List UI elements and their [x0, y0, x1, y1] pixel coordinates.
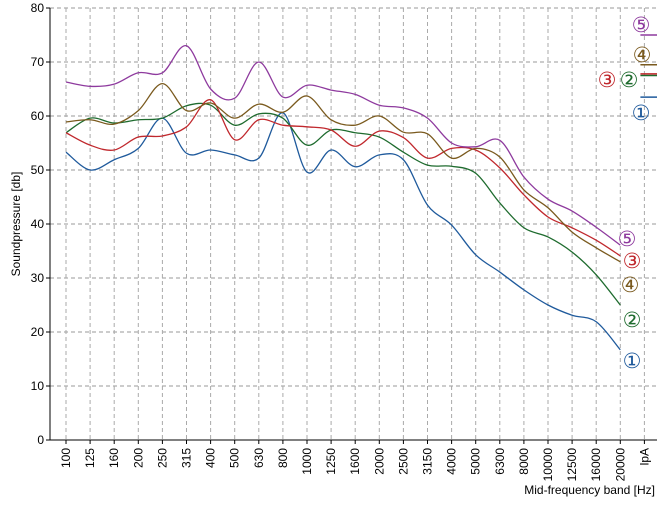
lpa-label: ① — [632, 101, 651, 125]
x-tick-label: 12500 — [565, 448, 579, 482]
x-tick-label: 200 — [131, 448, 145, 468]
legend-label: ④ — [621, 273, 640, 297]
x-tick-label: 8000 — [517, 448, 531, 475]
legend-label: ③ — [623, 249, 642, 273]
x-axis-label: Mid-frequency band [Hz] — [524, 483, 655, 497]
x-tick-label: 1250 — [324, 448, 338, 475]
y-tick-label: 40 — [31, 217, 45, 231]
x-tick-label: 10000 — [541, 448, 555, 482]
x-tick-label: lpA — [637, 448, 651, 465]
y-tick-label: 80 — [31, 1, 45, 15]
y-tick-label: 0 — [37, 433, 44, 447]
y-tick-label: 50 — [31, 163, 45, 177]
x-tick-label: 6300 — [493, 448, 507, 475]
x-tick-label: 2000 — [372, 448, 386, 475]
x-tick-label: 4000 — [445, 448, 459, 475]
series-line — [65, 112, 621, 351]
legend-label: ② — [623, 308, 642, 332]
x-tick-label: 2500 — [396, 448, 410, 475]
series-line — [65, 102, 621, 306]
x-tick-label: 1600 — [348, 448, 362, 475]
series-line — [65, 82, 621, 263]
x-tick-label: 315 — [180, 448, 194, 468]
y-tick-label: 20 — [31, 325, 45, 339]
x-tick-label: 125 — [83, 448, 97, 468]
legend-label: ⑤ — [618, 227, 637, 251]
x-tick-label: 3150 — [421, 448, 435, 475]
x-tick-label: 800 — [276, 448, 290, 468]
x-tick-label: 100 — [59, 448, 73, 468]
y-axis-label: Soundpressure [db] — [9, 172, 23, 277]
lpa-label: ③ — [598, 68, 617, 92]
legend-label: ① — [623, 349, 642, 373]
x-tick-label: 630 — [252, 448, 266, 468]
x-tick-label: 500 — [228, 448, 242, 468]
x-tick-label: 400 — [204, 448, 218, 468]
x-tick-label: 20000 — [613, 448, 627, 482]
lpa-label: ② — [620, 68, 639, 92]
y-tick-label: 10 — [31, 379, 45, 393]
y-tick-label: 70 — [31, 55, 45, 69]
series-line — [65, 45, 621, 246]
lpa-label: ⑤ — [632, 13, 651, 37]
lpa-label: ④ — [633, 43, 652, 67]
series-line — [65, 99, 621, 257]
x-tick-label: 250 — [155, 448, 169, 468]
x-tick-label: 16000 — [589, 448, 603, 482]
x-tick-label: 1000 — [300, 448, 314, 475]
x-tick-label: 5000 — [469, 448, 483, 475]
y-tick-label: 60 — [31, 109, 45, 123]
x-tick-label: 160 — [107, 448, 121, 468]
y-tick-label: 30 — [31, 271, 45, 285]
